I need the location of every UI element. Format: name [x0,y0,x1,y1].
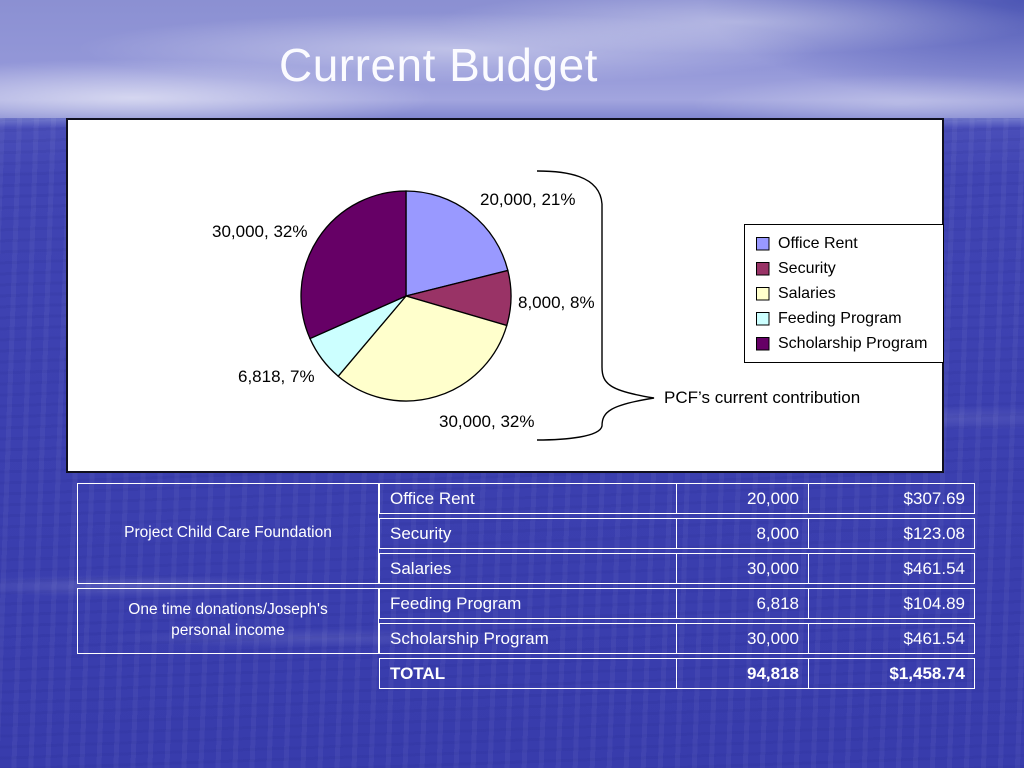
data-label-office-rent: 20,000, 21% [480,190,576,209]
data-label-salaries: 30,000, 32% [439,412,535,431]
cell-amount: 30,000 [676,554,808,583]
cell-amount: 30,000 [676,624,808,653]
cell-item: Security [390,523,452,543]
cell-item: Office Rent [390,488,475,508]
legend-label: Office Rent [778,234,858,252]
legend-item-salaries: Salaries [756,285,939,303]
legend-swatch-icon [756,336,770,350]
legend-label: Salaries [778,284,836,302]
sky-background [0,0,1024,122]
legend-swatch-icon [756,286,770,300]
legend-swatch-icon [756,236,770,250]
legend-label: Scholarship Program [778,334,928,352]
cell-usd: $461.54 [808,554,974,583]
legend-swatch-icon [756,261,770,275]
legend-item-security: Security [756,260,939,278]
table-group-pcf: Project Child Care Foundation [77,483,379,584]
cell-usd: $1,458.74 [808,659,974,688]
pie-slice-salaries [337,295,508,402]
table-row: Office Rent 20,000 $307.69 [379,483,975,514]
legend-item-feeding-program: Feeding Program [756,310,939,328]
brace-annotation: PCF’s current contribution [664,388,861,407]
legend-item-office-rent: Office Rent [756,235,939,253]
budget-table: Project Child Care Foundation One time d… [77,483,975,689]
table-row: Feeding Program 6,818 $104.89 [379,588,975,619]
cell-item: Salaries [390,558,452,578]
data-label-feeding-program: 6,818, 7% [238,367,315,386]
cell-amount: 94,818 [676,659,808,688]
legend-item-scholarship-program: Scholarship Program [756,335,939,353]
pie-chart [300,190,512,402]
cell-usd: $104.89 [808,589,974,618]
pie-slice-scholarship-program [300,190,407,340]
table-group-donations: One time donations/Joseph's personal inc… [77,588,379,654]
cell-item: Feeding Program [390,593,522,613]
group-label: One time donations/Joseph's personal inc… [128,601,328,639]
group-label: Project Child Care Foundation [124,524,332,542]
slide-title: Current Budget [279,39,598,91]
cell-amount: 20,000 [676,484,808,513]
table-row: Security 8,000 $123.08 [379,518,975,549]
cell-usd: $307.69 [808,484,974,513]
cell-amount: 8,000 [676,519,808,548]
table-row: Scholarship Program 30,000 $461.54 [379,623,975,654]
data-label-scholarship-program: 30,000, 32% [212,222,308,241]
table-row: Salaries 30,000 $461.54 [379,553,975,584]
cell-usd: $123.08 [808,519,974,548]
legend-label: Feeding Program [778,309,902,327]
chart-panel: 20,000, 21% 8,000, 8% 30,000, 32% 6,818,… [66,118,944,473]
pie-slice-office-rent [405,190,509,297]
cell-usd: $461.54 [808,624,974,653]
cell-item: Scholarship Program [390,628,549,648]
legend-swatch-icon [756,311,770,325]
legend-label: Security [778,259,836,277]
data-label-security: 8,000, 8% [518,293,595,312]
cell-amount: 6,818 [676,589,808,618]
chart-legend: Office Rent Security Salaries Feeding Pr… [744,224,944,363]
cell-item: TOTAL [390,663,446,683]
table-row-total: TOTAL 94,818 $1,458.74 [379,658,975,689]
